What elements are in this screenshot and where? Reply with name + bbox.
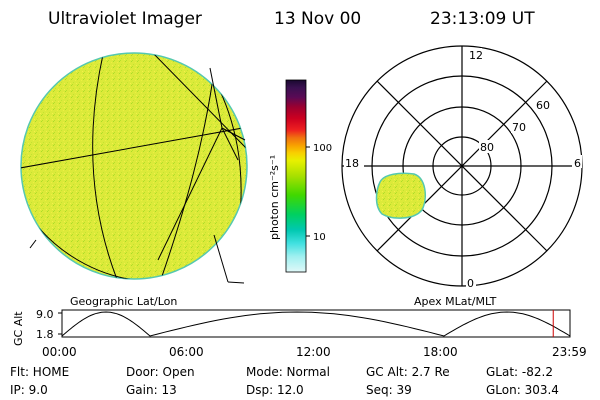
xtick-0000: 00:00 (42, 345, 77, 359)
status-glat: GLat: -82.2 (486, 365, 553, 379)
mlt-label-18: 18 (345, 157, 359, 170)
time-label: 23:13:09 UT (430, 9, 535, 29)
status-ip: IP: 9.0 (10, 383, 48, 397)
auroral-blob (375, 172, 427, 219)
lat-label-70: 70 (512, 121, 526, 134)
orbit-plot: 9.0 1.8 GC Alt 00:00 06:00 12:00 18:00 2… (12, 308, 587, 359)
polar-plot: 12 18 6 0 60 70 80 (341, 45, 583, 290)
geographic-label: Geographic Lat/Lon (70, 295, 177, 308)
xtick-1800: 18:00 (423, 345, 458, 359)
orbit-plot-frame (61, 309, 571, 338)
mlt-label-12: 12 (469, 49, 483, 62)
colorbar-tick-100: 100 (313, 143, 332, 154)
geographic-image (20, 52, 248, 284)
mlt-label-6: 6 (574, 157, 581, 170)
status-door: Door: Open (126, 365, 195, 379)
status-seq: Seq: 39 (366, 383, 412, 397)
colorbar: 100 10 photon cm⁻²s⁻¹ (268, 79, 332, 273)
status-panel: Flt: HOME IP: 9.0 Door: Open Gain: 13 Mo… (10, 365, 559, 397)
lat-label-80: 80 (480, 141, 494, 154)
colorbar-unit-label: photon cm⁻²s⁻¹ (268, 155, 281, 240)
status-gain: Gain: 13 (126, 383, 177, 397)
lat-label-60: 60 (536, 99, 550, 112)
colorbar-tick-10: 10 (313, 232, 326, 243)
status-dsp: Dsp: 12.0 (246, 383, 304, 397)
earth-disk (20, 52, 248, 280)
xtick-1200: 12:00 (296, 345, 331, 359)
xtick-2359: 23:59 (552, 345, 587, 359)
apex-label: Apex MLat/MLT (414, 295, 497, 308)
app-title: Ultraviolet Imager (48, 9, 202, 29)
status-mode: Mode: Normal (246, 365, 330, 379)
polar-grid (341, 45, 583, 287)
status-glon: GLon: 303.4 (486, 383, 559, 397)
colorbar-gradient (285, 79, 307, 273)
status-gc-alt: GC Alt: 2.7 Re (366, 365, 450, 379)
orbit-curve (61, 311, 571, 337)
alt-tick-1.8: 1.8 (36, 328, 54, 341)
xtick-0600: 06:00 (169, 345, 204, 359)
orbit-ylabel: GC Alt (12, 311, 25, 346)
alt-tick-9: 9.0 (36, 308, 54, 321)
date-label: 13 Nov 00 (274, 9, 361, 29)
status-flt: Flt: HOME (10, 365, 69, 379)
mlt-label-0: 0 (467, 277, 474, 290)
geo-grid-outer (29, 67, 246, 284)
